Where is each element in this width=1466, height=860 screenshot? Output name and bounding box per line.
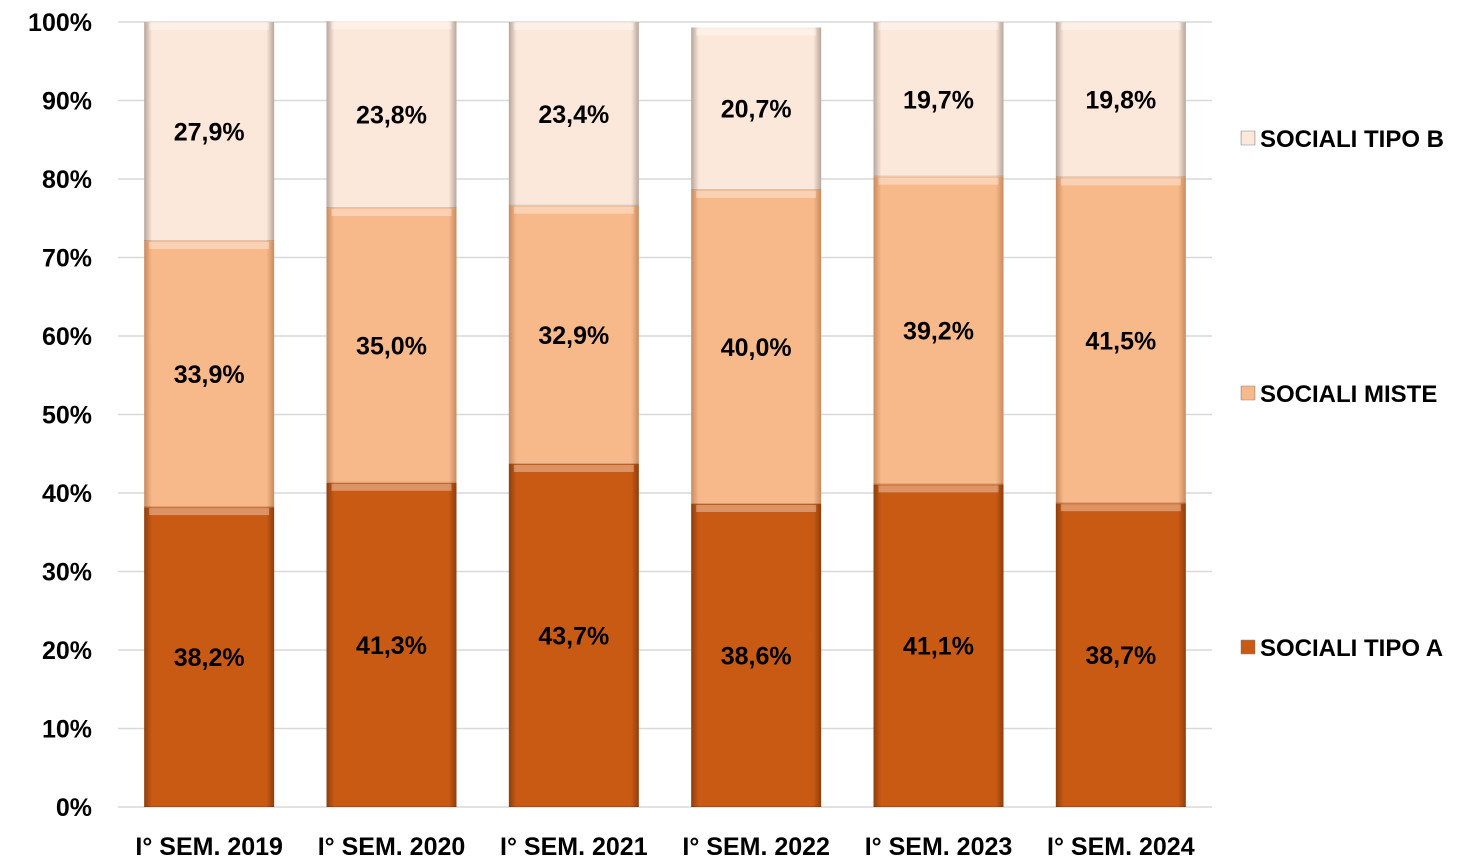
x-tick-label: I° SEM. 2019	[135, 833, 283, 860]
y-axis: 0% 10% 20% 30% 40% 50% 60% 70% 80% 90% 100%	[28, 9, 92, 822]
legend-swatch	[1240, 385, 1256, 401]
bar-segment	[691, 189, 822, 504]
bar-bevel	[331, 209, 452, 217]
bar-bevel	[1060, 178, 1181, 186]
x-tick-label: I° SEM. 2024	[1047, 833, 1195, 860]
y-tick-label: 40%	[42, 480, 92, 508]
bar-bevel	[513, 23, 634, 30]
bar-segment	[508, 205, 639, 464]
data-label: 38,2%	[174, 644, 245, 672]
bar-bevel	[1060, 504, 1181, 512]
bar-segment	[873, 22, 1004, 177]
data-label: 38,7%	[1085, 642, 1156, 670]
bar-segment	[1055, 503, 1186, 807]
y-tick-label: 80%	[42, 166, 92, 194]
data-label: 41,5%	[1085, 327, 1156, 355]
y-tick-label: 30%	[42, 559, 92, 587]
data-label: 20,7%	[721, 96, 792, 124]
bar-segment	[691, 27, 822, 190]
gridlines	[118, 21, 1212, 808]
x-tick-label: I° SEM. 2021	[500, 833, 648, 860]
bar-bevel	[331, 483, 452, 491]
data-label: 23,8%	[356, 102, 427, 130]
bar-segment	[873, 484, 1004, 807]
data-label: 32,9%	[538, 322, 609, 350]
legend: SOCIALI TIPO B SOCIALI MISTE SOCIALI TIPO …	[1240, 126, 1444, 662]
data-label: 35,0%	[356, 332, 427, 360]
y-tick-label: 70%	[42, 245, 92, 273]
y-tick-label: 100%	[28, 9, 92, 37]
bar-segment	[1055, 177, 1186, 504]
bar-bevel	[149, 23, 270, 30]
bar-bevel	[149, 242, 270, 250]
bar-segment	[508, 22, 639, 206]
bar-bevel	[149, 508, 270, 516]
y-tick-label: 0%	[56, 794, 92, 822]
data-label: 23,4%	[538, 101, 609, 129]
bar-segment	[873, 176, 1004, 485]
y-tick-label: 20%	[42, 637, 92, 665]
y-tick-label: 10%	[42, 716, 92, 744]
data-label: 33,9%	[174, 361, 245, 389]
bars	[144, 21, 1186, 807]
data-label: 39,2%	[903, 318, 974, 346]
data-label: 27,9%	[174, 119, 245, 147]
x-tick-label: I° SEM. 2022	[682, 833, 830, 860]
data-label: 41,3%	[356, 632, 427, 660]
bar-bevel	[696, 190, 817, 198]
data-label: 40,0%	[721, 334, 792, 362]
x-tick-label: I° SEM. 2020	[318, 833, 466, 860]
y-tick-label: 60%	[42, 323, 92, 351]
bar-segment	[326, 21, 457, 209]
legend-label: SOCIALI MISTE	[1260, 381, 1437, 408]
bar-bevel	[513, 464, 634, 472]
x-tick-label: I° SEM. 2023	[865, 833, 1013, 860]
bar-segment	[1055, 22, 1186, 178]
legend-label: SOCIALI TIPO B	[1260, 126, 1444, 153]
bar-bevel	[331, 22, 452, 30]
bar-bevel	[513, 206, 634, 214]
legend-label: SOCIALI TIPO A	[1260, 635, 1443, 662]
bar-segment	[691, 503, 822, 807]
legend-swatch	[1240, 130, 1256, 146]
bar-segment	[144, 22, 275, 242]
bar-segment	[508, 463, 639, 807]
data-label: 19,8%	[1085, 87, 1156, 115]
data-label: 43,7%	[538, 622, 609, 650]
bar-segment	[144, 241, 275, 508]
bar-bevel	[878, 177, 999, 185]
data-label: 38,6%	[721, 642, 792, 670]
bar-bevel	[696, 28, 817, 36]
y-tick-label: 90%	[42, 88, 92, 116]
data-label: 19,7%	[903, 86, 974, 114]
bar-bevel	[878, 23, 999, 30]
bar-bevel	[878, 485, 999, 493]
x-axis: I° SEM. 2019 I° SEM. 2020 I° SEM. 2021 I° S…	[135, 833, 1194, 860]
legend-swatch	[1240, 639, 1256, 655]
data-label: 41,1%	[903, 633, 974, 661]
bar-segment	[144, 507, 275, 807]
data-labels: 38,2% 33,9% 27,9% 41,3% 35,0% 23,8% 43,7% 32,9%…	[174, 86, 1157, 672]
y-tick-label: 50%	[42, 402, 92, 430]
bar-bevel	[1060, 23, 1181, 30]
bar-segment	[326, 482, 457, 807]
bar-segment	[326, 208, 457, 483]
bar-bevel	[696, 504, 817, 512]
